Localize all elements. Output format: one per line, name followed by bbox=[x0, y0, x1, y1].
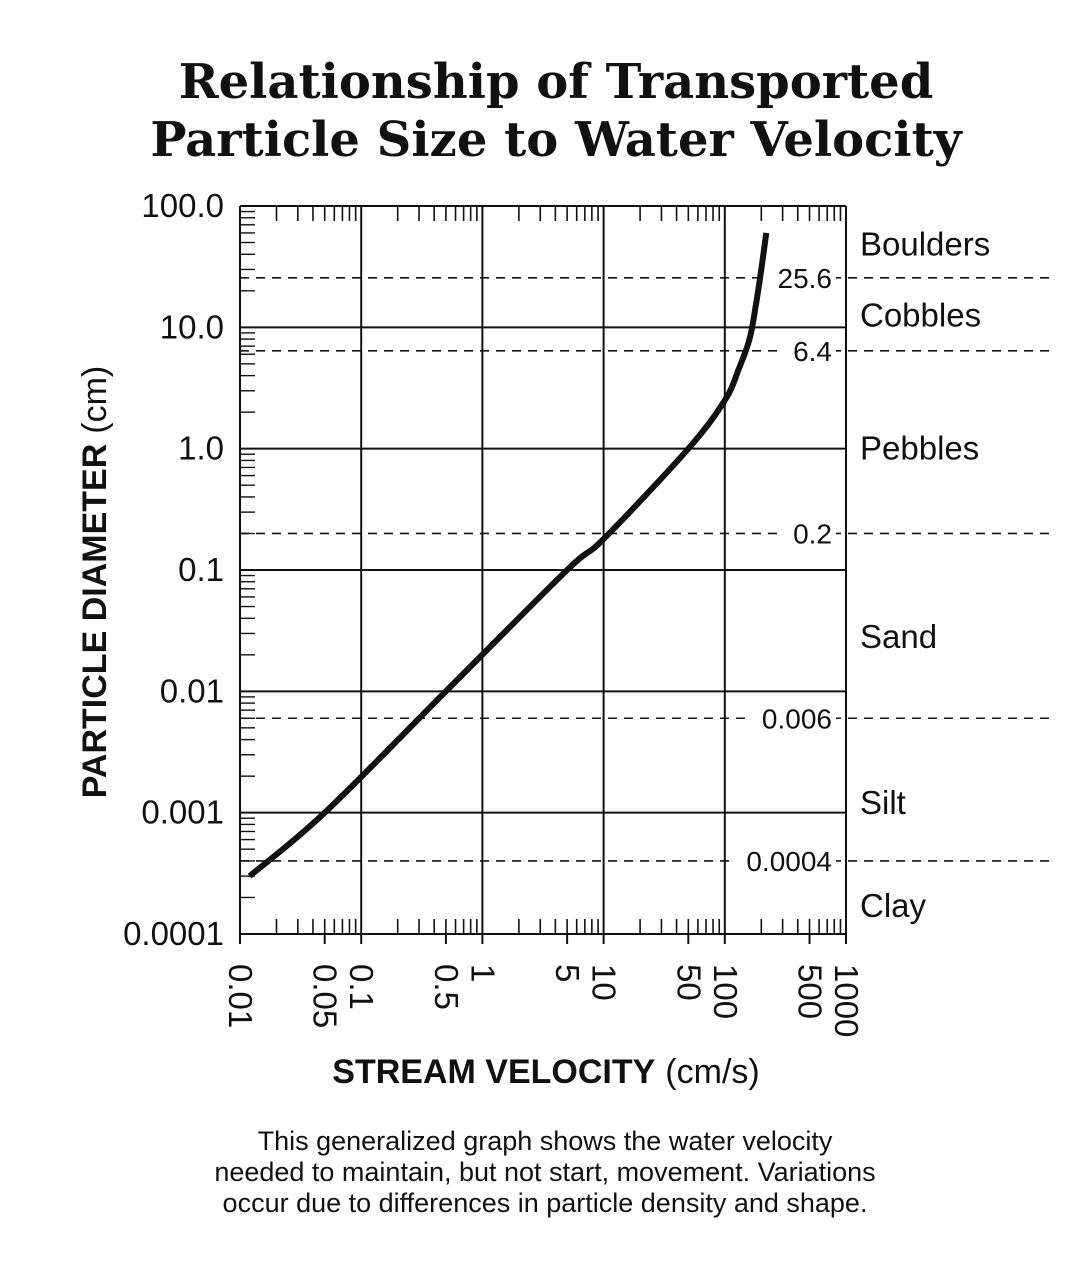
y-tick-label: 10.0 bbox=[160, 308, 224, 345]
y-tick-label: 1.0 bbox=[178, 430, 224, 467]
transport-curve bbox=[247, 232, 770, 879]
boundary-label: 25.6 bbox=[778, 263, 833, 294]
y-tick-label: 0.001 bbox=[141, 794, 224, 831]
chart-title-line-2: Particle Size to Water Velocity bbox=[150, 112, 963, 168]
x-tick-label: 100 bbox=[707, 964, 744, 1019]
boundary-label-backdrop bbox=[777, 334, 836, 367]
y-tick-labels: 100.0 10.0 1.0 0.1 0.01 0.001 0.0001 bbox=[123, 187, 224, 952]
boundary-label-backdrop bbox=[746, 702, 836, 735]
boundary-label: 0.2 bbox=[793, 518, 832, 549]
boundary-label: 6.4 bbox=[793, 336, 832, 367]
y-axis-title: PARTICLE DIAMETER (cm) bbox=[76, 366, 114, 798]
caption-line-1: This generalized graph shows the water v… bbox=[257, 1126, 833, 1156]
caption: This generalized graph shows the water v… bbox=[140, 1126, 950, 1219]
y-tick-label: 0.1 bbox=[178, 551, 224, 588]
x-tick-label: 500 bbox=[792, 964, 829, 1019]
x-tick-label: 1 bbox=[464, 964, 501, 982]
boundary-label-backdrop bbox=[730, 844, 836, 877]
x-tick-label: 0.1 bbox=[343, 964, 380, 1010]
x-axis-title-unit: (cm/s) bbox=[665, 1053, 759, 1091]
zone-label: Pebbles bbox=[860, 430, 979, 467]
caption-line-3: occur due to differences in particle den… bbox=[222, 1188, 868, 1218]
zone-label: Cobbles bbox=[860, 297, 981, 334]
boundary-label-backdrop bbox=[761, 261, 836, 294]
y-tick-label: 0.0001 bbox=[123, 915, 224, 952]
chart-title-line-1: Relationship of Transported bbox=[179, 54, 934, 110]
boundary-label: 0.006 bbox=[762, 703, 832, 734]
y-axis-title-main: PARTICLE DIAMETER bbox=[76, 444, 114, 798]
x-tick-label: 5 bbox=[549, 964, 586, 982]
y-tick-label: 100.0 bbox=[141, 187, 224, 224]
x-tick-label: 0.5 bbox=[428, 964, 465, 1010]
boundary-lines: 25.6 6.4 0.2 0.006 0.0004 bbox=[240, 261, 1052, 877]
x-axis-title: STREAM VELOCITY (cm/s) bbox=[332, 1053, 759, 1091]
plot-frame bbox=[239, 205, 847, 935]
zone-label: Clay bbox=[860, 887, 927, 924]
zone-label: Sand bbox=[860, 618, 937, 655]
x-tick-label: 1000 bbox=[828, 964, 865, 1037]
boundary-label: 0.0004 bbox=[746, 846, 832, 877]
caption-line-2: needed to maintain, but not start, movem… bbox=[214, 1157, 876, 1187]
boundary-label-backdrop bbox=[777, 517, 836, 550]
x-tick-label: 10 bbox=[586, 964, 623, 1001]
x-tick-label: 0.01 bbox=[222, 964, 259, 1028]
zone-labels: Boulders Cobbles Pebbles Sand Silt Clay bbox=[860, 226, 990, 924]
y-tick-label: 0.01 bbox=[160, 672, 224, 709]
x-tick-labels: 0.01 0.05 0.1 0.5 1 5 10 50 100 500 1000 bbox=[222, 964, 865, 1037]
y-axis-title-unit: (cm) bbox=[76, 366, 114, 434]
x-tick-label: 0.05 bbox=[307, 964, 344, 1028]
zone-label: Silt bbox=[860, 784, 906, 821]
minor-ticks bbox=[239, 206, 847, 944]
zone-label: Boulders bbox=[860, 226, 990, 263]
x-tick-label: 50 bbox=[670, 964, 707, 1001]
x-axis-title-main: STREAM VELOCITY bbox=[332, 1053, 655, 1091]
curve-group bbox=[247, 232, 770, 879]
grid-lines bbox=[240, 206, 846, 934]
